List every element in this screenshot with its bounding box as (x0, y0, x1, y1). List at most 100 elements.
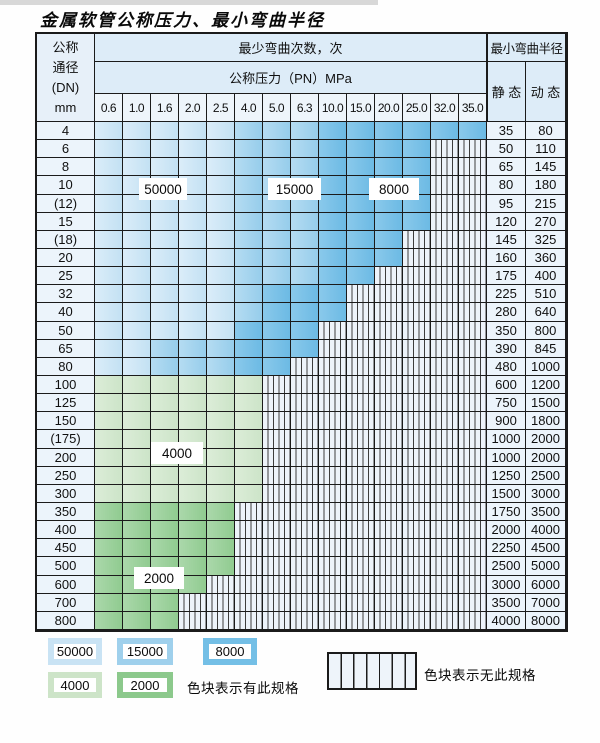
pressure-column-header: 6.3 (291, 94, 319, 122)
spec-zone-cell (207, 394, 235, 413)
no-spec-cell (459, 321, 487, 340)
spec-zone-cell (151, 122, 179, 141)
dynamic-radius-cell: 215 (526, 194, 566, 213)
spec-zone-cell (95, 339, 123, 358)
static-radius-cell: 225 (487, 285, 526, 304)
spec-zone-cell (235, 176, 263, 195)
dynamic-radius-cell: 845 (526, 339, 566, 358)
spec-zone-cell (263, 267, 291, 286)
spec-zone-cell (151, 230, 179, 249)
dn-cell: 150 (37, 412, 95, 431)
no-spec-cell (431, 212, 459, 231)
no-spec-cell (263, 539, 291, 558)
no-spec-cell (347, 412, 375, 431)
spec-zone-cell (179, 267, 207, 286)
zone-label-2000: 2000 (134, 567, 184, 589)
spec-zone-cell (263, 140, 291, 159)
spec-zone-cell (235, 194, 263, 213)
no-spec-cell (375, 484, 403, 503)
spec-zone-cell (95, 122, 123, 141)
static-radius-cell: 1500 (487, 484, 526, 503)
pressure-column-header: 35.0 (459, 94, 487, 122)
pressure-column-header: 10.0 (319, 94, 347, 122)
no-spec-cell (207, 611, 235, 630)
spec-zone-cell (235, 321, 263, 340)
spec-zone-cell (95, 212, 123, 231)
dn-header-line: 通径 (52, 59, 79, 75)
no-spec-cell (431, 412, 459, 431)
no-spec-cell (235, 502, 263, 522)
spec-zone-cell (375, 122, 403, 141)
no-spec-cell (403, 539, 431, 558)
static-radius-cell: 1750 (487, 502, 526, 522)
static-radius-cell: 80 (487, 176, 526, 195)
spec-zone-cell (123, 394, 151, 413)
spec-zone-cell (95, 484, 123, 503)
spec-zone-cell (123, 466, 151, 485)
spec-zone-cell (151, 412, 179, 431)
no-spec-cell (291, 484, 319, 503)
spec-zone-cell (263, 230, 291, 249)
spec-zone-cell (263, 303, 291, 322)
spec-zone-cell (95, 194, 123, 213)
no-spec-cell (291, 502, 319, 522)
static-radius-cell: 1000 (487, 430, 526, 449)
no-spec-cell (291, 539, 319, 558)
no-spec-cell (459, 557, 487, 576)
spec-zone-cell (123, 593, 151, 612)
no-spec-cell (459, 593, 487, 612)
no-spec-cell (347, 611, 375, 630)
top-divider-strip (0, 0, 378, 5)
no-spec-cell (347, 575, 375, 594)
no-spec-cell (375, 303, 403, 322)
static-radius-cell: 900 (487, 412, 526, 431)
no-spec-cell (459, 466, 487, 485)
static-radius-cell: 350 (487, 321, 526, 340)
spec-zone-cell (235, 248, 263, 268)
spec-zone-cell (207, 303, 235, 322)
no-spec-cell (431, 611, 459, 630)
no-spec-cell (375, 593, 403, 612)
static-column-header: 静 态 (486, 62, 526, 122)
static-radius-cell: 480 (487, 357, 526, 376)
no-spec-cell (319, 593, 347, 612)
no-spec-cell (375, 357, 403, 376)
pressure-column-header: 5.0 (263, 94, 291, 122)
no-spec-cell (431, 321, 459, 340)
spec-zone-cell (123, 448, 151, 467)
spec-zone-cell (263, 122, 291, 141)
spec-zone-cell (375, 158, 403, 177)
spec-zone-cell (235, 448, 263, 467)
static-radius-cell: 50 (487, 140, 526, 159)
no-spec-cell (459, 502, 487, 522)
no-spec-cell (375, 575, 403, 594)
spec-zone-cell (235, 375, 263, 395)
spec-zone-cell (123, 339, 151, 358)
spec-zone-cell (179, 375, 207, 395)
spec-zone-cell (403, 122, 431, 141)
no-spec-cell (235, 611, 263, 630)
dn-cell: (18) (37, 230, 95, 249)
no-spec-cell (403, 285, 431, 304)
no-spec-cell (347, 484, 375, 503)
spec-zone-cell (123, 212, 151, 231)
spec-zone-cell (123, 357, 151, 376)
dn-cell: (12) (37, 194, 95, 213)
no-spec-cell (263, 430, 291, 449)
no-spec-cell (263, 521, 291, 540)
legend-has-spec-text: 色块表示有此规格 (187, 681, 299, 696)
no-spec-cell (403, 357, 431, 376)
no-spec-cell (403, 339, 431, 358)
spec-zone-cell (151, 521, 179, 540)
min-bend-cycles-header: 最少弯曲次数，次 (95, 34, 487, 62)
spec-zone-cell (375, 230, 403, 249)
no-spec-cell (403, 394, 431, 413)
no-spec-cell (431, 539, 459, 558)
pressure-column-header: 32.0 (431, 94, 459, 122)
no-spec-cell (403, 430, 431, 449)
dn-cell: 50 (37, 321, 95, 340)
spec-zone-cell (179, 339, 207, 358)
no-spec-cell (459, 212, 487, 231)
dynamic-radius-cell: 4500 (526, 539, 566, 558)
spec-zone-cell (95, 412, 123, 431)
